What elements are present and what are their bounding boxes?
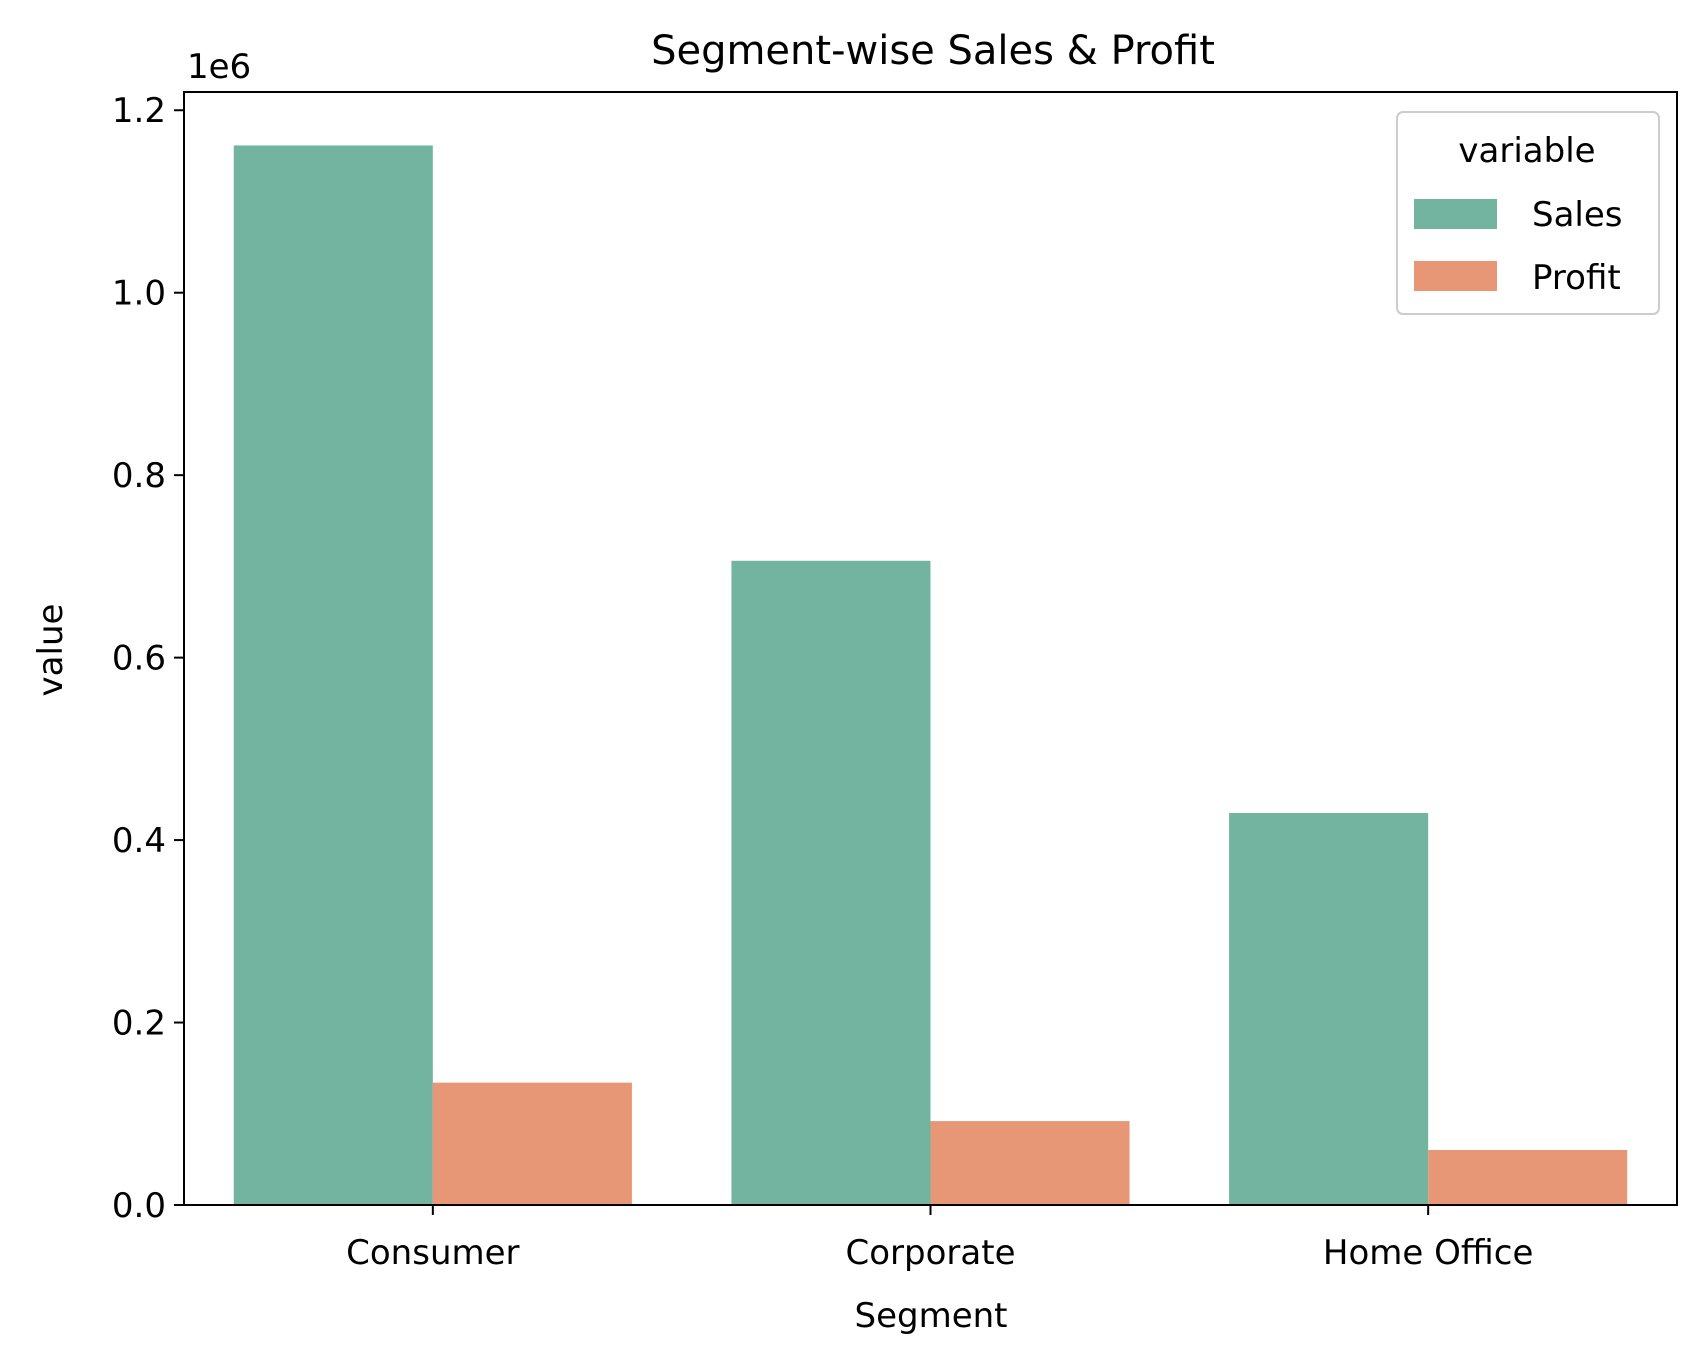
y-tick-label: 1.2: [112, 91, 166, 131]
legend-label-sales: Sales: [1532, 195, 1623, 235]
legend-label-profit: Profit: [1532, 258, 1621, 298]
y-axis-offset-text: 1e6: [187, 47, 251, 87]
bar-sales-home-office: [1229, 813, 1429, 1205]
bars-group: [233, 145, 1628, 1206]
y-tick-label: 1.0: [112, 274, 166, 314]
x-axis-label: Segment: [855, 1296, 1008, 1336]
x-tick-label: Home Office: [1323, 1233, 1533, 1273]
y-axis-label: value: [31, 604, 71, 697]
y-tick-label: 0.2: [112, 1004, 166, 1044]
bar-profit-corporate: [930, 1121, 1130, 1205]
x-axis: Consumer Corporate Home Office: [346, 1205, 1533, 1273]
x-tick-label: Consumer: [346, 1233, 519, 1273]
y-tick-label: 0.0: [112, 1186, 166, 1226]
bar-profit-consumer: [432, 1082, 632, 1205]
legend-swatch-profit: [1414, 261, 1497, 291]
y-tick-label: 0.8: [112, 456, 166, 496]
legend-swatch-sales: [1414, 199, 1497, 229]
bar-sales-corporate: [731, 560, 931, 1205]
y-axis: 0.0 0.2 0.4 0.6 0.8 1.0 1.2: [112, 91, 184, 1226]
legend: variable Sales Profit: [1396, 111, 1660, 315]
y-tick-label: 0.6: [112, 639, 166, 679]
y-tick-label: 0.4: [112, 821, 166, 861]
legend-title: variable: [1458, 131, 1595, 171]
bar-profit-home-office: [1428, 1149, 1628, 1205]
chart-title: Segment-wise Sales & Profit: [651, 28, 1215, 74]
bar-sales-consumer: [233, 145, 433, 1206]
x-tick-label: Corporate: [846, 1233, 1016, 1273]
